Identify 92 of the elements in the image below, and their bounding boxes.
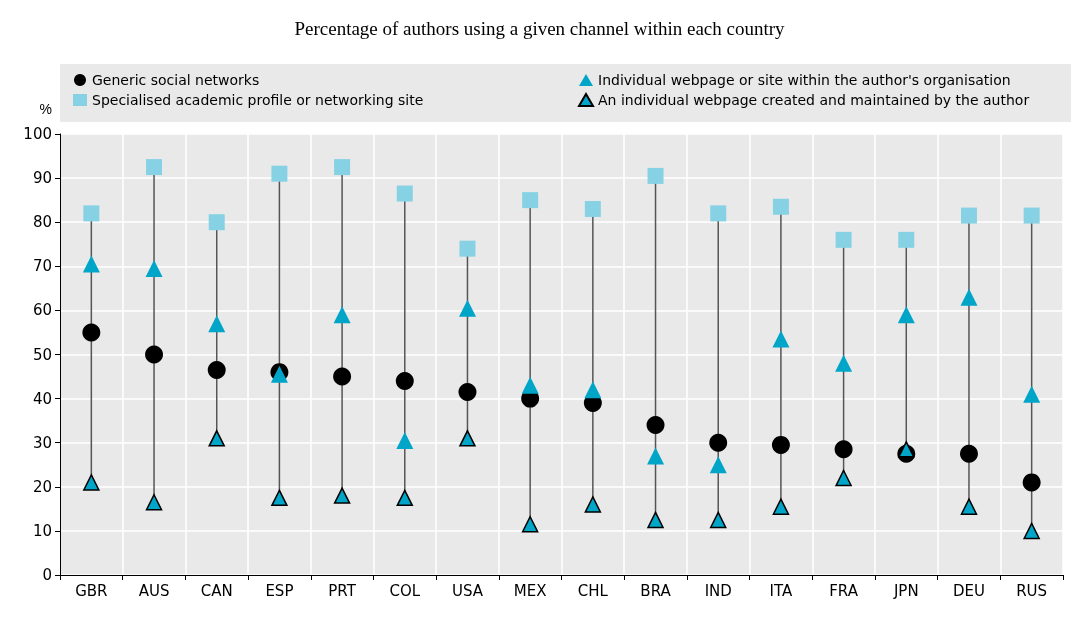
x-tick-label: BRA [640, 581, 672, 600]
point [207, 360, 226, 379]
point [647, 511, 664, 529]
point [960, 288, 978, 306]
point [271, 165, 288, 182]
x-tick-label: AUS [138, 581, 170, 600]
point [584, 496, 602, 513]
y-tick-label: 30 [32, 433, 52, 452]
y-tick-label: 40 [32, 389, 52, 408]
y-tick-label: 0 [42, 566, 52, 584]
point [646, 416, 665, 435]
point [396, 185, 413, 202]
point [271, 489, 288, 507]
point [521, 376, 539, 394]
point [835, 231, 852, 248]
legend-label: Individual webpage or site within the author's organisation [598, 72, 1011, 88]
point [710, 205, 727, 222]
y-tick-label: 100 [23, 125, 52, 143]
point [584, 381, 602, 399]
point [333, 306, 351, 324]
y-tick-label: 10 [32, 521, 52, 540]
x-tick-label: DEU [952, 581, 985, 600]
point [1023, 522, 1040, 540]
x-tick-label: COL [389, 581, 421, 600]
point [458, 382, 477, 401]
y-tick-label: 80 [32, 213, 52, 232]
point [835, 354, 853, 372]
x-tick-label: JPN [892, 581, 919, 600]
point [960, 207, 977, 224]
point [522, 192, 539, 209]
point [1022, 473, 1041, 492]
point [396, 489, 414, 507]
y-tick-label: 70 [32, 257, 52, 276]
x-tick-label: PRT [328, 581, 357, 600]
x-tick-label: RUS [1016, 581, 1048, 600]
x-tick-label: FRA [829, 581, 859, 600]
point [82, 323, 101, 342]
point [897, 306, 915, 324]
point [835, 469, 852, 487]
point [898, 441, 915, 458]
chart-title: Percentage of authors using a given channel within each country [294, 18, 786, 39]
point [709, 433, 728, 452]
point [834, 440, 853, 459]
legend-label: An individual webpage created and maintained by the author [598, 92, 1030, 108]
point [647, 447, 665, 465]
legend-label: Generic social networks [92, 72, 260, 88]
point [395, 371, 414, 390]
point [208, 315, 226, 333]
y-tick-label: 60 [32, 301, 52, 320]
x-tick-label: USA [451, 581, 484, 600]
x-tick-label: IND [704, 581, 732, 600]
point [1023, 207, 1040, 224]
point [83, 474, 100, 491]
point [459, 430, 476, 447]
x-tick-label: MEX [513, 581, 547, 600]
y-tick-label: 90 [32, 169, 52, 188]
x-tick-label: CAN [200, 581, 233, 600]
point [772, 330, 790, 348]
point [208, 214, 225, 231]
y-axis-title: % [39, 101, 52, 117]
x-tick-label: CHL [577, 581, 609, 600]
point [459, 240, 476, 257]
x-tick-label: GBR [75, 581, 108, 600]
point [772, 198, 789, 215]
point [82, 255, 100, 273]
point [521, 516, 539, 533]
point [709, 456, 727, 474]
point [458, 299, 476, 317]
point [396, 431, 414, 449]
point [771, 435, 790, 454]
point [960, 498, 978, 515]
point [1023, 385, 1041, 403]
point [145, 260, 163, 278]
point [709, 511, 727, 529]
point [898, 231, 915, 248]
point [83, 205, 100, 222]
point [146, 159, 163, 176]
x-tick-label: ITA [769, 581, 793, 600]
point [333, 367, 352, 386]
point [772, 498, 790, 515]
point [208, 430, 225, 447]
point [647, 167, 664, 184]
x-tick-label: ESP [265, 581, 294, 600]
y-tick-label: 50 [32, 345, 52, 364]
point [334, 159, 351, 176]
point [959, 444, 978, 463]
y-tick-label: 20 [32, 477, 52, 496]
point [145, 345, 164, 364]
point [145, 493, 163, 511]
legend-label: Specialised academic profile or networking site [92, 92, 424, 108]
point [584, 200, 601, 217]
point [333, 487, 351, 504]
